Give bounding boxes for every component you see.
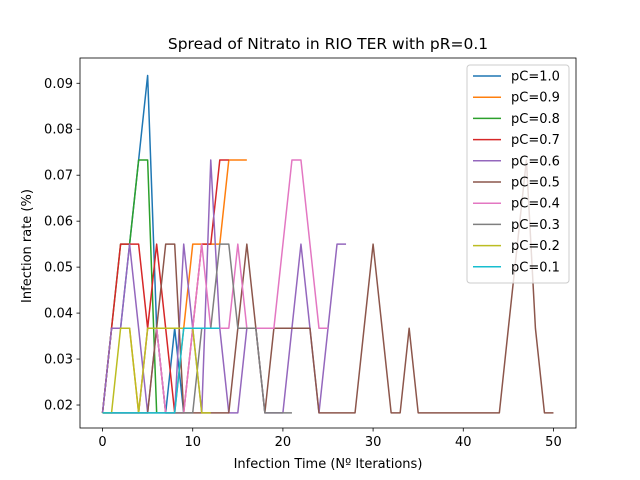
legend-label-5: pC=0.5 [511,176,560,191]
x-tick-label: 20 [275,435,292,450]
legend-box [466,64,570,284]
legend-label-0: pC=1.0 [511,70,560,85]
legend-label-7: pC=0.3 [511,218,560,233]
legend-label-8: pC=0.2 [511,239,560,254]
x-axis-title: Infection Time (Nº Iterations) [234,457,423,472]
legend-label-2: pC=0.8 [511,112,560,127]
x-tick-label: 30 [365,435,382,450]
y-tick-label: 0.09 [44,77,73,92]
legend-label-3: pC=0.7 [511,133,560,148]
series-layer [101,74,554,414]
y-tick-label: 0.06 [44,215,73,230]
y-tick-label: 0.02 [44,399,73,414]
y-tick-label: 0.07 [44,169,73,184]
x-tick-label: 0 [98,435,106,450]
y-tick-label: 0.04 [44,307,73,322]
legend-label-9: pC=0.1 [511,260,560,275]
x-tick-label: 10 [184,435,201,450]
y-axis-title: Infection rate (%) [20,189,35,303]
y-tick-label: 0.05 [44,261,73,276]
legend-label-4: pC=0.6 [511,154,560,169]
legend: pC=1.0 pC=0.9 pC=0.8 pC=0.7 pC=0.6 pC=0.5 pC=0… [466,64,570,284]
ticks-layer: 0 10 20 30 40 50 0.02 0.03 0.04 0.05 0.06 0.07 0.08 0… [44,77,562,450]
legend-label-6: pC=0.4 [511,197,560,212]
y-tick-label: 0.08 [44,123,73,138]
axes-frame [79,57,577,429]
series-line-5 [102,159,554,414]
x-tick-label: 50 [545,435,562,450]
chart-title: Spread of Nitrato in RIO TER with pR=0.1 [168,35,488,53]
legend-label-1: pC=0.9 [511,91,560,106]
series-line-9 [102,327,220,414]
x-tick-label: 40 [455,435,472,450]
y-tick-label: 0.03 [44,353,73,368]
